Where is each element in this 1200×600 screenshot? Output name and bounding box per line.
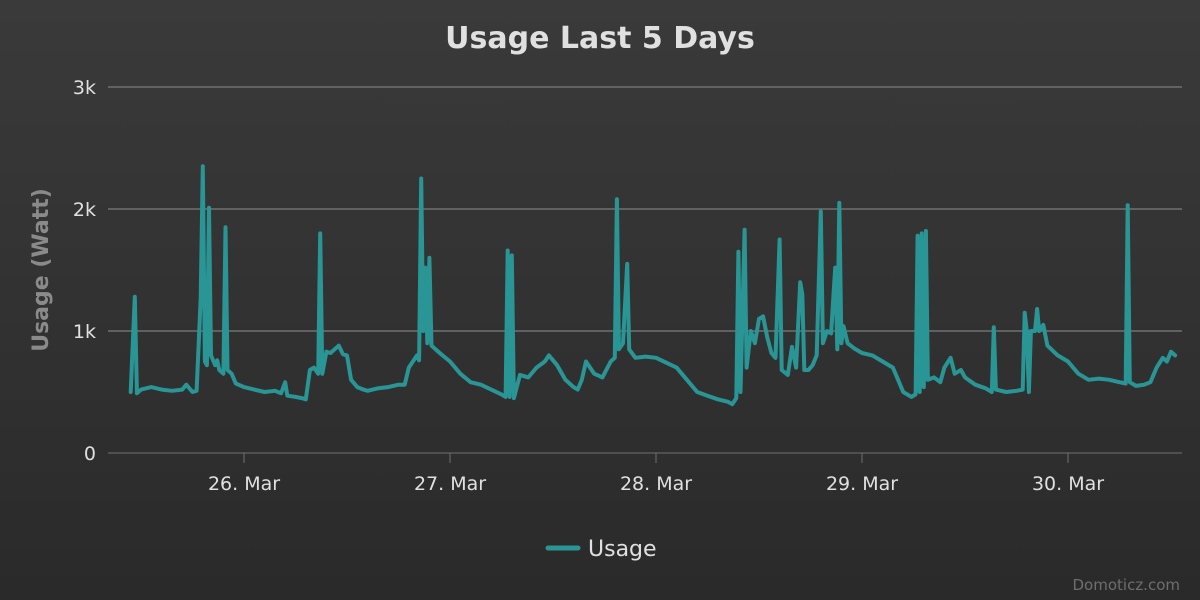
legend[interactable]: Usage <box>545 537 657 562</box>
x-tick-label-3: 29. Mar <box>826 473 898 495</box>
chart-title: Usage Last 5 Days <box>445 21 755 56</box>
series-line-usage[interactable] <box>128 164 1178 407</box>
y-tick-label-3: 3k <box>73 77 96 99</box>
grid-lines <box>108 86 1182 454</box>
legend-label-usage[interactable]: Usage <box>588 537 657 562</box>
series-layer <box>128 164 1178 407</box>
x-tick-labels: 26. Mar 27. Mar 28. Mar 29. Mar 30. Mar <box>208 453 1104 495</box>
y-tick-label-1: 1k <box>73 321 96 343</box>
y-tick-label-0: 0 <box>84 443 96 465</box>
x-tick-label-4: 30. Mar <box>1032 473 1104 495</box>
x-tick-label-0: 26. Mar <box>208 473 280 495</box>
x-tick-label-2: 28. Mar <box>620 473 692 495</box>
x-tick-label-1: 27. Mar <box>414 473 486 495</box>
y-tick-labels: 0 1k 2k 3k <box>73 77 96 465</box>
y-tick-label-2: 2k <box>73 199 96 221</box>
y-axis-label: Usage (Watt) <box>29 188 54 352</box>
credits-link[interactable]: Domoticz.com <box>1073 576 1181 594</box>
